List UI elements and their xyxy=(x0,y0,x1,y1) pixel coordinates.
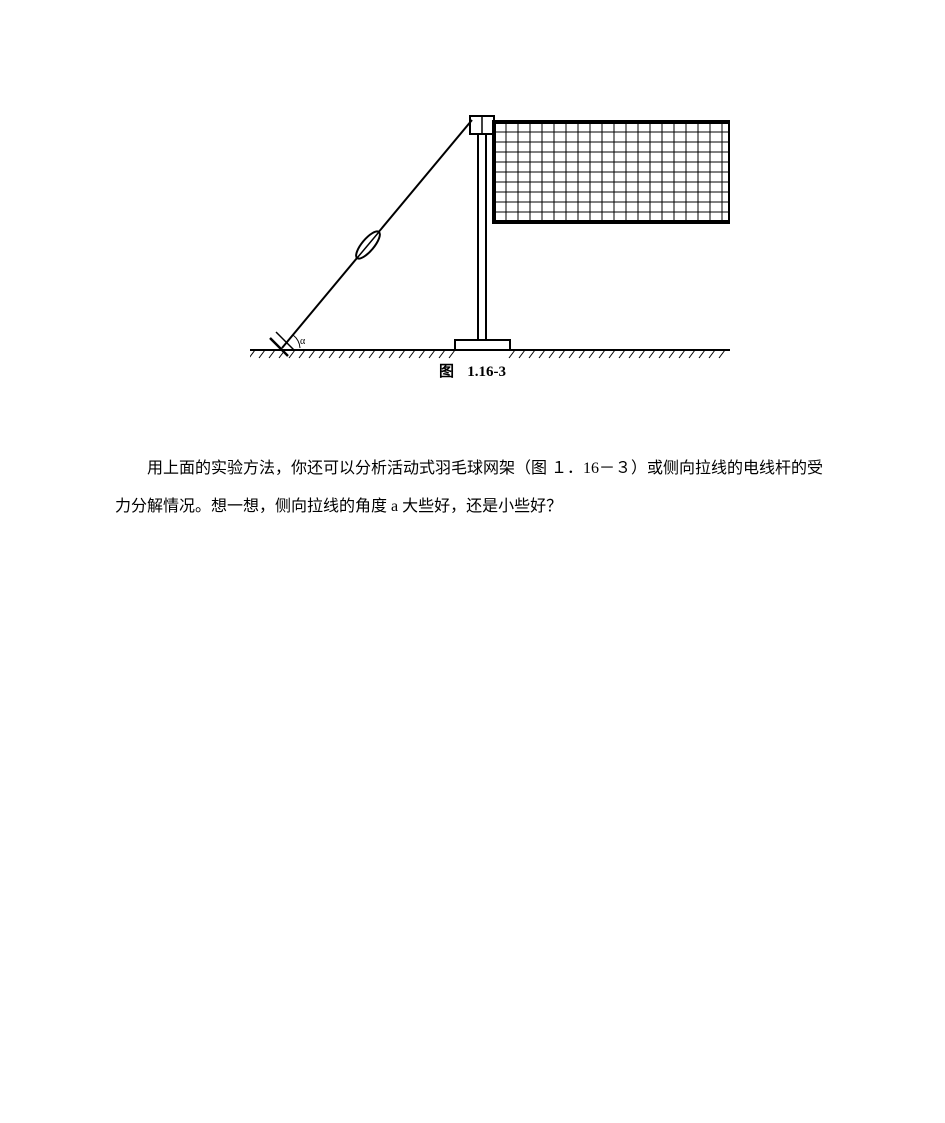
net xyxy=(494,122,730,222)
badminton-net-diagram: α xyxy=(250,80,730,390)
caption-number: 1.16-3 xyxy=(467,364,506,380)
page: α 图 1.16-3 用上面的实验方法，你还可以分析活动式羽毛球网架（图 １．1… xyxy=(0,0,945,1123)
angle-arc xyxy=(293,335,300,348)
body-paragraph: 用上面的实验方法，你还可以分析活动式羽毛球网架（图 １．16－３）或侧向拉线的电… xyxy=(115,450,835,527)
paragraph-text: 用上面的实验方法，你还可以分析活动式羽毛球网架（图 １．16－３）或侧向拉线的电… xyxy=(115,450,835,527)
figure-caption: 图 1.16-3 xyxy=(0,360,945,381)
angle-label: α xyxy=(300,336,306,347)
caption-prefix: 图 xyxy=(439,364,456,380)
figure-diagram: α xyxy=(250,80,730,390)
turnbuckle xyxy=(352,228,383,262)
pole-base xyxy=(455,340,510,350)
ground-hatch xyxy=(250,350,725,358)
